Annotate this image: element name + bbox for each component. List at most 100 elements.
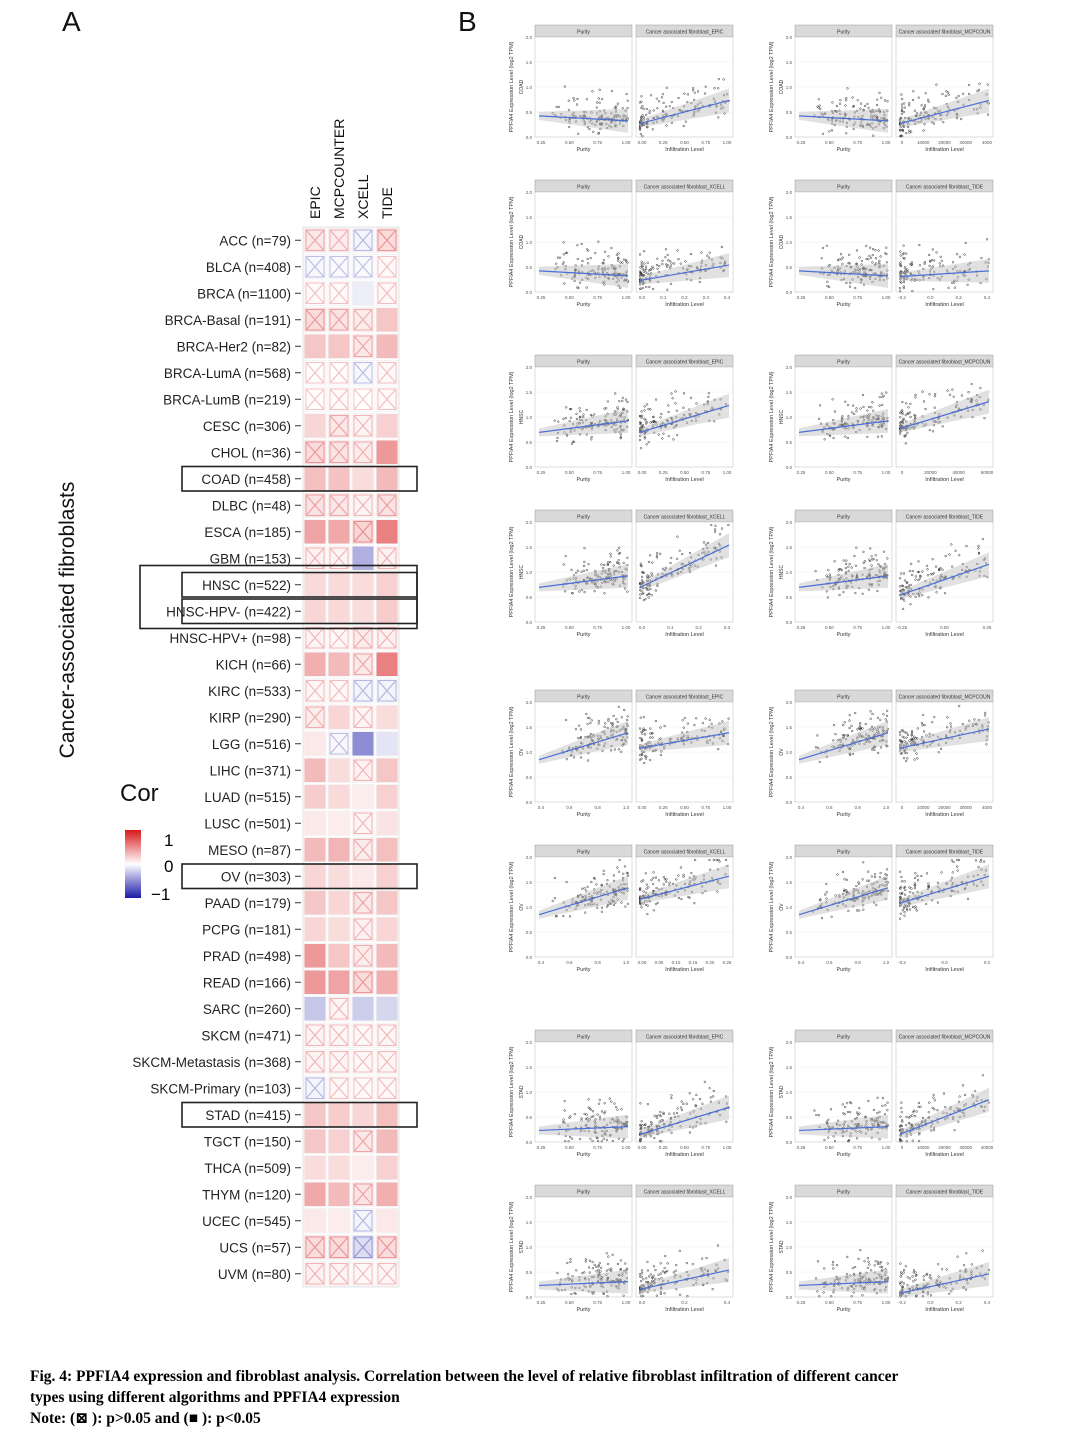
data-point (903, 106, 906, 109)
nonsignificant-box (353, 627, 373, 649)
data-point (665, 124, 668, 127)
nonsignificant-box (353, 1183, 373, 1205)
data-point (905, 131, 908, 135)
data-point (600, 115, 604, 118)
y-tick-label: 2.0 (526, 1195, 533, 1200)
data-point (585, 286, 588, 289)
data-point (853, 111, 857, 114)
data-point (645, 285, 648, 289)
x-tick-label: 0.00 (638, 1145, 647, 1150)
data-point (935, 83, 938, 86)
data-point (852, 127, 855, 131)
row-label: PAAD (n=179) (205, 896, 291, 911)
data-point (700, 259, 704, 262)
data-point (826, 284, 829, 288)
scatter-ylabel: PPFIA4 Expression Level (log2 TPM) (509, 196, 515, 287)
data-point (880, 96, 883, 99)
data-point (700, 265, 703, 268)
x-tick-label: 0.1 (667, 625, 674, 630)
data-point (899, 261, 902, 264)
data-point (898, 287, 902, 290)
nonsignificant-box (353, 309, 373, 331)
data-point (686, 100, 689, 104)
data-point (854, 121, 857, 124)
data-point (601, 281, 604, 284)
nonsignificant-cross (377, 282, 397, 304)
row-label: KIRC (n=533) (208, 684, 291, 699)
data-point (860, 121, 863, 124)
data-point (933, 106, 936, 109)
data-point (901, 129, 905, 132)
heatmap-cell (351, 466, 375, 492)
data-point (665, 86, 668, 89)
x-tick-label: 1.0 (623, 805, 630, 810)
data-point (651, 128, 654, 131)
x-tick-label: 0.4 (798, 960, 805, 965)
row-label: BRCA-LumA (n=568) (164, 366, 291, 381)
data-point (563, 85, 567, 88)
data-point (655, 120, 659, 123)
data-point (685, 273, 688, 276)
row-label: SKCM (n=471) (201, 1028, 291, 1043)
x-tick-label: 1.0 (623, 960, 630, 965)
nonsignificant-box (329, 680, 349, 702)
data-point (947, 286, 950, 289)
nonsignificant-cross (353, 441, 373, 463)
x-tick-label: 0.3 (724, 625, 731, 630)
data-point (851, 278, 854, 281)
y-tick-label: 0.0 (526, 1295, 533, 1300)
data-point (944, 94, 947, 97)
data-point (882, 127, 885, 130)
data-point (603, 109, 606, 112)
nonsignificant-cross (329, 1024, 349, 1046)
data-point (603, 280, 606, 283)
data-point (865, 267, 868, 270)
x-tick-label: 0.25 (659, 1145, 668, 1150)
heatmap-cell (351, 784, 375, 810)
nonsignificant-cross (329, 1263, 349, 1285)
data-point (856, 99, 859, 102)
x-tick-label: 0.50 (825, 140, 834, 145)
data-point (664, 248, 668, 251)
x-tick-label: 0.6 (566, 805, 573, 810)
data-point (723, 112, 726, 115)
facet-strip-label: Cancer associated fibroblast_XCELL (644, 515, 726, 521)
data-point (722, 93, 726, 97)
data-point (578, 281, 582, 284)
x-tick-label: 10000 (917, 1145, 930, 1150)
data-point (913, 109, 916, 112)
data-point (610, 90, 613, 93)
data-point (655, 263, 659, 267)
y-tick-label: 1.5 (526, 60, 533, 65)
data-point (626, 99, 629, 102)
data-point (845, 125, 848, 128)
data-point (840, 278, 843, 282)
data-point (869, 111, 873, 114)
heatmap-cell (303, 1155, 327, 1181)
data-point (923, 262, 926, 265)
data-point (923, 261, 926, 264)
y-tick-label: 0.5 (786, 595, 793, 600)
data-point (953, 286, 957, 289)
column-label: TIDE (379, 187, 395, 219)
nonsignificant-box (353, 362, 373, 384)
data-point (975, 274, 979, 277)
data-point (951, 261, 955, 264)
nonsignificant-cross (353, 653, 373, 675)
data-point (826, 280, 829, 283)
y-tick-label: 1.0 (526, 240, 533, 245)
data-point (598, 115, 601, 118)
data-point (694, 105, 697, 108)
data-point (955, 253, 959, 256)
x-tick-label: 0.25 (983, 625, 992, 630)
data-point (641, 135, 644, 138)
data-point (622, 258, 626, 261)
scatter-ylabel: PPFIA4 Expression Level (log2 TPM) (509, 1201, 515, 1292)
scatter-ylabel: PPFIA4 Expression Level (log2 TPM) (509, 371, 515, 462)
data-point (669, 264, 672, 268)
x-tick-label: -0.25 (897, 625, 908, 630)
nonsignificant-box (353, 256, 373, 278)
data-point (645, 113, 648, 116)
data-point (581, 259, 584, 263)
